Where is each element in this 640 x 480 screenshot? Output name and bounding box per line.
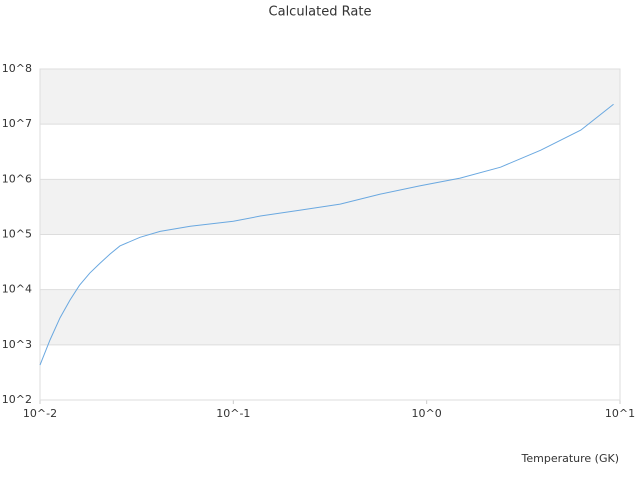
y-tick-label: 10^3: [2, 338, 32, 351]
data-line: [39, 103, 614, 366]
y-tick-label: 10^6: [2, 172, 32, 185]
grid-band: [40, 289, 620, 345]
grid-band: [40, 179, 620, 235]
y-tick-label: 10^4: [2, 283, 32, 296]
y-tick-label: 10^7: [2, 117, 32, 130]
y-tick-label: 10^5: [2, 228, 32, 241]
plot-frame: [39, 68, 621, 401]
chart-title: Calculated Rate: [269, 5, 372, 20]
x-tick-label: 10^-1: [216, 407, 250, 420]
y-tick-label: 10^2: [2, 393, 32, 406]
x-tick-label: 10^-2: [23, 407, 57, 420]
grid-band: [40, 69, 620, 125]
x-tick-label: 10^0: [412, 407, 442, 420]
x-axis-label: Temperature (GK): [521, 452, 620, 465]
y-tick-label: 10^8: [2, 62, 32, 75]
x-tick-label: 10^1: [605, 407, 635, 420]
